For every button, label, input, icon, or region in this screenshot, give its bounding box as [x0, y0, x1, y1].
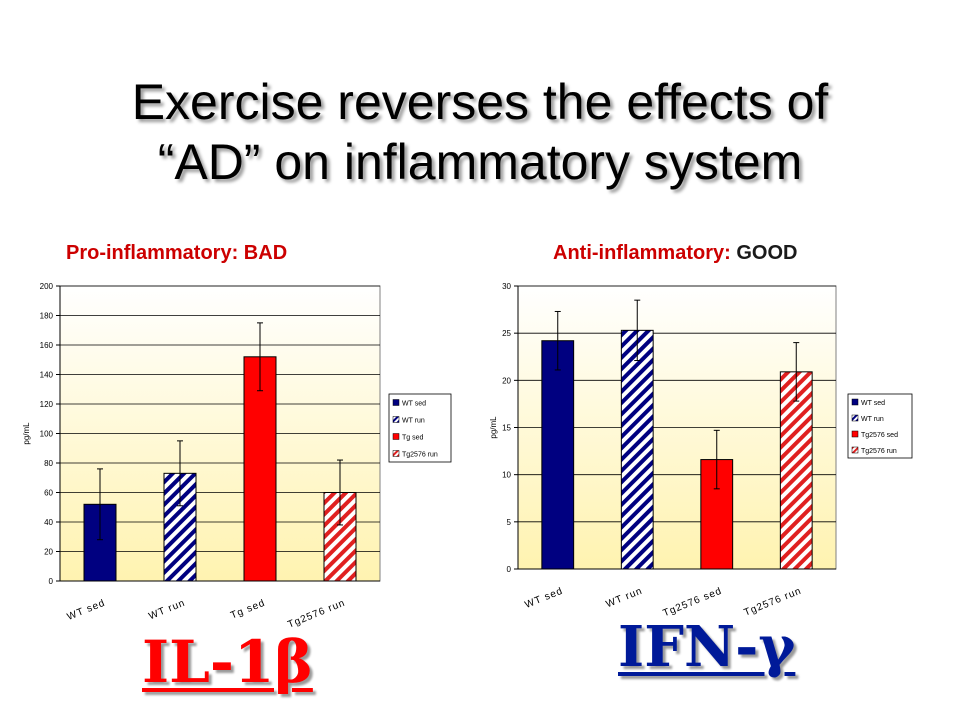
chart1-legend-entry: WT sed [402, 401, 426, 408]
chart2-y-tick-label: 15 [502, 424, 511, 433]
chart1-x-tick-label: WT run [147, 598, 187, 623]
chart2-x-tick-label: WT run [604, 586, 644, 611]
chart2-x-tick-label: WT sed [523, 586, 564, 611]
ifng-label: IFN-γ [618, 614, 796, 680]
title-line-1: Exercise reverses the effects of [131, 74, 829, 130]
chart1-x-tick-label: Tg2576 run [286, 598, 347, 631]
il1b-label: IL-1β [142, 628, 313, 696]
chart1-legend [388, 393, 452, 463]
chart2-legend-entry: WT sed [861, 400, 885, 407]
chart1-y-tick-label: 160 [40, 341, 54, 350]
chart2-y-tick-label: 0 [507, 565, 512, 574]
chart2-y-tick-label: 5 [507, 518, 512, 527]
chart1-y-tick-label: 80 [44, 459, 53, 468]
chart2-legend-entry: Tg2576 sed [861, 432, 898, 439]
chart1-legend-entry: Tg sed [402, 435, 424, 442]
chart1-y-tick-label: 180 [40, 312, 54, 321]
chart1-legend-swatch [392, 416, 400, 423]
title-line-2: “AD” on inflammatory system [157, 134, 803, 190]
chart1-y-tick-label: 200 [40, 282, 54, 291]
chart1-legend-entry: Tg2576 run [402, 452, 438, 459]
chart1-x-tick-label: Tg sed [229, 598, 267, 622]
left-chart-subtitle: Pro-inflammatory: BAD [66, 242, 288, 264]
chart2-y-tick-label: 20 [502, 376, 511, 385]
chart2-y-tick-label: 10 [502, 471, 511, 480]
chart1-legend-swatch [392, 450, 400, 457]
chart2-legend-swatch [851, 414, 859, 422]
chart1-y-tick-label: 0 [49, 577, 54, 586]
chart1-y-tick-label: 140 [40, 371, 54, 380]
chart2-legend-entry: Tg2576 run [861, 448, 897, 455]
slide-title: Exercise reverses the effects of “AD” on… [0, 72, 960, 192]
right-chart-subtitle: Anti-inflammatory: GOOD [553, 242, 797, 265]
chart2-legend-swatch [851, 398, 859, 406]
chart2-legend [847, 393, 913, 459]
chart1-y-tick-label: 100 [40, 430, 54, 439]
chart1-y-tick-label: 60 [44, 489, 53, 498]
ifng-bar-chart: 0 5 10 15 20 25 30 pg/mL WT sed WT run Tg2576 sed T… [489, 282, 913, 619]
chart2-y-tick-label: 25 [502, 329, 511, 338]
il1b-bar-chart: 0 20 40 60 80 100 120 140 160 180 200 pg/mL WT sed WT… [22, 282, 452, 631]
chart1-y-tick-label: 40 [44, 518, 53, 527]
chart1-y-tick-label: 120 [40, 400, 54, 409]
chart2-legend-swatch [851, 430, 859, 438]
right-subtitle-emphasis: GOOD [736, 242, 798, 264]
chart1-legend-entry: WT run [402, 418, 425, 425]
chart2-y-axis-label: pg/mL [489, 416, 498, 439]
chart2-bar-wt-run [620, 329, 654, 570]
chart2-legend-swatch [851, 446, 859, 454]
chart2-legend-entry: WT run [861, 416, 884, 423]
chart2-bar-wt-sed [541, 340, 575, 570]
chart1-y-tick-label: 20 [44, 548, 53, 557]
chart1-legend-swatch [392, 433, 400, 440]
chart2-bar-tg2576-run [779, 371, 813, 570]
chart1-x-tick-label: WT sed [66, 598, 107, 623]
chart1-y-axis-label: pg/mL [22, 422, 31, 445]
chart2-y-tick-label: 30 [502, 282, 511, 291]
right-subtitle-prefix: Anti-inflammatory: [553, 242, 737, 264]
chart1-legend-swatch [392, 399, 400, 406]
